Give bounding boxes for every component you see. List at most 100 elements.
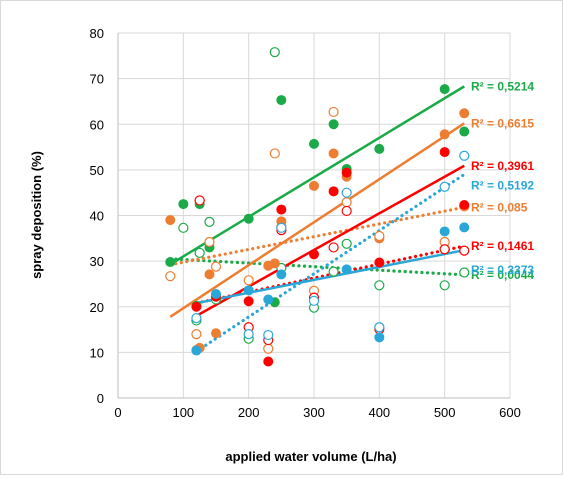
data-point [191,313,202,324]
x-tick-label: 200 [238,405,260,420]
data-point [276,95,287,106]
data-point [191,301,202,312]
r2-label: R² = 0,5214 [471,79,534,93]
data-point [374,332,385,343]
data-point [194,247,205,259]
data-point [194,195,205,206]
x-axis-title: applied water volume (L/ha) [225,449,396,464]
trend-line [194,172,466,354]
grid-lines [118,32,511,398]
data-point [341,264,352,275]
r2-label: R² = 0,3373 [471,263,534,277]
data-point [374,143,385,154]
data-point [263,294,274,305]
data-point [191,345,202,356]
data-point [309,180,319,191]
y-tick-label: 50 [90,163,104,178]
y-tick-label: 60 [90,117,104,132]
y-tick-label: 0 [97,391,104,406]
data-point [276,204,287,215]
data-point [178,199,189,210]
data-point [204,269,215,280]
x-tick-label: 500 [434,405,456,420]
trend-line [195,164,465,317]
y-tick-label: 10 [90,345,104,360]
trend-line [168,205,466,267]
data-point [341,205,352,217]
data-point [439,244,450,255]
data-point [191,329,202,340]
data-point [165,271,176,282]
data-point [459,267,470,278]
data-point [243,285,254,296]
y-tick-label: 70 [90,72,104,87]
data-point [263,343,274,354]
data-point [204,236,215,248]
trend-line [169,122,465,318]
data-point [328,106,339,118]
data-point [211,288,221,299]
axes: 0 100 200 300 400 500 600 0 10 20 30 40 50 60 70 80 [90,26,521,420]
data-point [341,167,352,178]
data-point [309,138,319,149]
data-point [269,258,280,269]
y-tick-label: 30 [90,254,104,269]
data-point [439,147,450,158]
data-point [459,108,470,119]
data-point [374,230,385,242]
data-point [243,275,254,286]
trend-lines [168,85,466,354]
data-point [165,257,176,268]
data-point [178,222,189,233]
data-point [276,222,287,233]
data-point [243,213,254,224]
data-point [341,197,352,208]
data-point [374,280,385,291]
data-point [263,356,274,367]
trend-line [196,248,465,305]
data-point [341,238,352,249]
data-point [269,47,280,58]
data-point [308,295,320,306]
data-point [165,215,176,226]
data-point [439,129,450,140]
r2-label: R² = 0,0044 [471,268,534,282]
r2-label: R² = 0,5192 [471,178,534,192]
x-tick-label: 600 [499,405,521,420]
data-point [269,148,280,159]
data-point [211,328,221,339]
data-point [374,322,385,333]
trend-line [169,85,465,266]
data-point [210,261,222,272]
data-point [276,269,287,280]
r2-labels: R² = 0,5214 R² = 0,0044 R² = 0,6615 R² = 0,… [471,79,534,281]
data-point [374,257,385,268]
r2-label: R² = 0,085 [471,200,528,214]
data-point [204,216,215,227]
x-tick-label: 100 [172,405,194,420]
y-tick-label: 80 [90,26,104,41]
data-point [439,280,450,291]
data-points [165,47,470,367]
r2-label: R² = 0,6615 [471,116,534,130]
y-tick-label: 40 [90,209,104,224]
data-point [459,222,470,233]
data-point [341,187,352,198]
data-point [328,266,339,277]
data-point [439,226,450,237]
data-point [328,119,339,130]
data-point [328,148,339,159]
x-tick-label: 400 [368,405,390,420]
data-point [243,296,254,307]
data-point [459,126,470,137]
data-point [459,150,470,161]
data-point [459,200,470,211]
data-point [309,249,319,260]
x-tick-label: 300 [303,405,325,420]
data-point [328,186,339,197]
data-point [328,242,339,253]
data-point [263,329,274,341]
data-point [459,245,470,256]
